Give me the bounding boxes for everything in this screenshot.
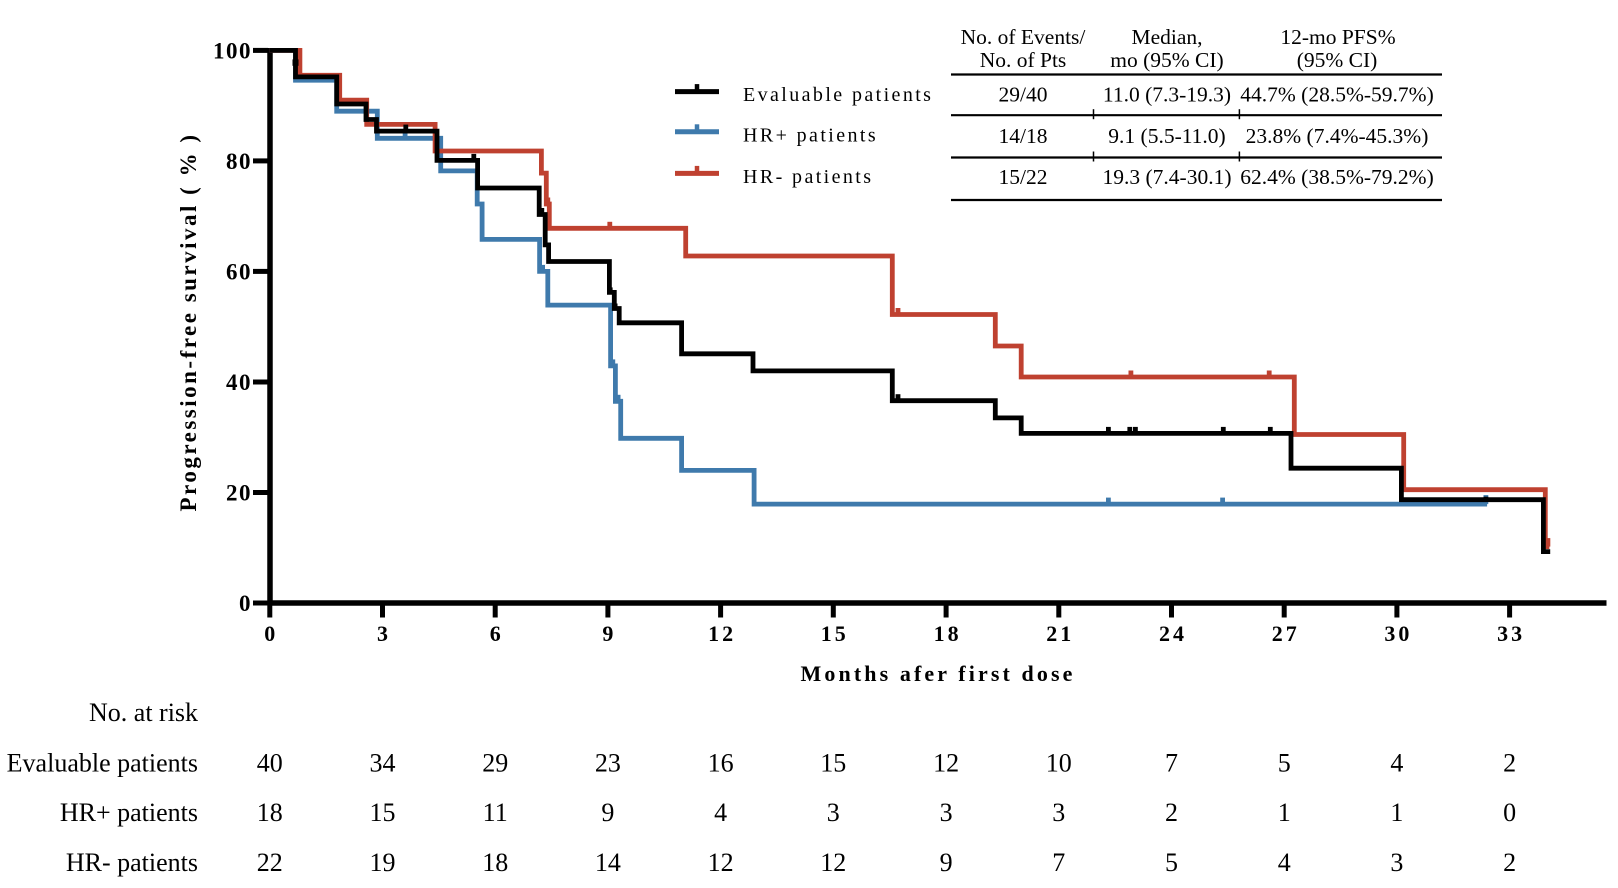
svg-text:18: 18	[482, 848, 508, 877]
svg-text:No. of Events/: No. of Events/	[961, 25, 1086, 49]
svg-text:24: 24	[1159, 621, 1187, 646]
svg-text:15: 15	[820, 749, 846, 778]
svg-text:9: 9	[940, 848, 953, 877]
svg-text:2: 2	[1503, 848, 1516, 877]
svg-text:12-mo PFS%: 12-mo PFS%	[1280, 25, 1395, 49]
svg-text:6: 6	[490, 621, 504, 646]
svg-text:7: 7	[1165, 749, 1178, 778]
svg-text:29/40: 29/40	[999, 82, 1048, 106]
svg-text:62.4% (38.5%-79.2%): 62.4% (38.5%-79.2%)	[1240, 165, 1433, 189]
svg-text:23.8% (7.4%-45.3%): 23.8% (7.4%-45.3%)	[1246, 124, 1429, 148]
svg-text:0: 0	[264, 621, 278, 646]
svg-text:0: 0	[239, 591, 252, 616]
svg-text:22: 22	[257, 848, 283, 877]
svg-text:20: 20	[226, 481, 252, 506]
svg-text:No. at risk: No. at risk	[89, 698, 198, 727]
svg-text:23: 23	[595, 749, 621, 778]
svg-text:(95% CI): (95% CI)	[1297, 48, 1378, 72]
svg-text:HR- patients: HR- patients	[66, 848, 198, 877]
svg-text:29: 29	[482, 749, 508, 778]
svg-text:100: 100	[213, 38, 252, 63]
svg-text:3: 3	[377, 621, 391, 646]
svg-text:80: 80	[226, 149, 252, 174]
svg-text:21: 21	[1046, 621, 1074, 646]
svg-text:HR- patients: HR- patients	[743, 166, 873, 188]
svg-text:3: 3	[1390, 848, 1403, 877]
svg-text:3: 3	[827, 798, 840, 827]
svg-text:10: 10	[1046, 749, 1072, 778]
svg-text:2: 2	[1165, 798, 1178, 827]
svg-text:9: 9	[601, 798, 614, 827]
svg-text:Progression-free survival ( %: Progression-free survival ( % )	[176, 132, 201, 511]
svg-text:Months afer first dose: Months afer first dose	[801, 661, 1076, 686]
svg-text:30: 30	[1384, 621, 1412, 646]
svg-text:18: 18	[934, 621, 962, 646]
svg-text:15/22: 15/22	[999, 165, 1048, 189]
svg-text:40: 40	[257, 749, 283, 778]
svg-text:7: 7	[1052, 848, 1065, 877]
svg-text:60: 60	[226, 259, 252, 284]
svg-text:15: 15	[821, 621, 849, 646]
svg-text:4: 4	[1278, 848, 1291, 877]
svg-text:3: 3	[1052, 798, 1065, 827]
svg-text:2: 2	[1503, 749, 1516, 778]
svg-text:0: 0	[1503, 798, 1516, 827]
svg-text:19.3 (7.4-30.1): 19.3 (7.4-30.1)	[1103, 165, 1232, 189]
svg-text:34: 34	[370, 749, 396, 778]
svg-text:44.7% (28.5%-59.7%): 44.7% (28.5%-59.7%)	[1240, 82, 1433, 106]
svg-text:11.0 (7.3-19.3): 11.0 (7.3-19.3)	[1103, 82, 1231, 106]
svg-text:1: 1	[1390, 798, 1403, 827]
svg-text:19: 19	[370, 848, 396, 877]
svg-text:16: 16	[708, 749, 734, 778]
svg-text:12: 12	[708, 848, 734, 877]
svg-text:1: 1	[1278, 798, 1291, 827]
svg-text:9: 9	[602, 621, 616, 646]
svg-text:4: 4	[1390, 749, 1403, 778]
svg-text:12: 12	[820, 848, 846, 877]
svg-text:5: 5	[1165, 848, 1178, 877]
svg-text:HR+ patients: HR+ patients	[743, 124, 878, 146]
svg-text:18: 18	[257, 798, 283, 827]
svg-text:No. of Pts: No. of Pts	[980, 48, 1067, 72]
svg-text:15: 15	[370, 798, 396, 827]
svg-text:14/18: 14/18	[999, 124, 1048, 148]
svg-text:40: 40	[226, 370, 252, 395]
svg-text:HR+ patients: HR+ patients	[60, 798, 198, 827]
svg-text:14: 14	[595, 848, 621, 877]
svg-text:5: 5	[1278, 749, 1291, 778]
svg-text:12: 12	[933, 749, 959, 778]
svg-text:9.1 (5.5-11.0): 9.1 (5.5-11.0)	[1108, 124, 1225, 148]
svg-text:Evaluable patients: Evaluable patients	[743, 84, 933, 106]
svg-text:3: 3	[940, 798, 953, 827]
svg-text:12: 12	[708, 621, 736, 646]
svg-text:Median,: Median,	[1131, 25, 1202, 49]
svg-text:27: 27	[1272, 621, 1300, 646]
svg-text:mo (95% CI): mo (95% CI)	[1110, 48, 1223, 72]
svg-text:4: 4	[714, 798, 727, 827]
svg-text:33: 33	[1497, 621, 1525, 646]
svg-text:Evaluable patients: Evaluable patients	[7, 749, 198, 778]
svg-text:11: 11	[483, 798, 508, 827]
